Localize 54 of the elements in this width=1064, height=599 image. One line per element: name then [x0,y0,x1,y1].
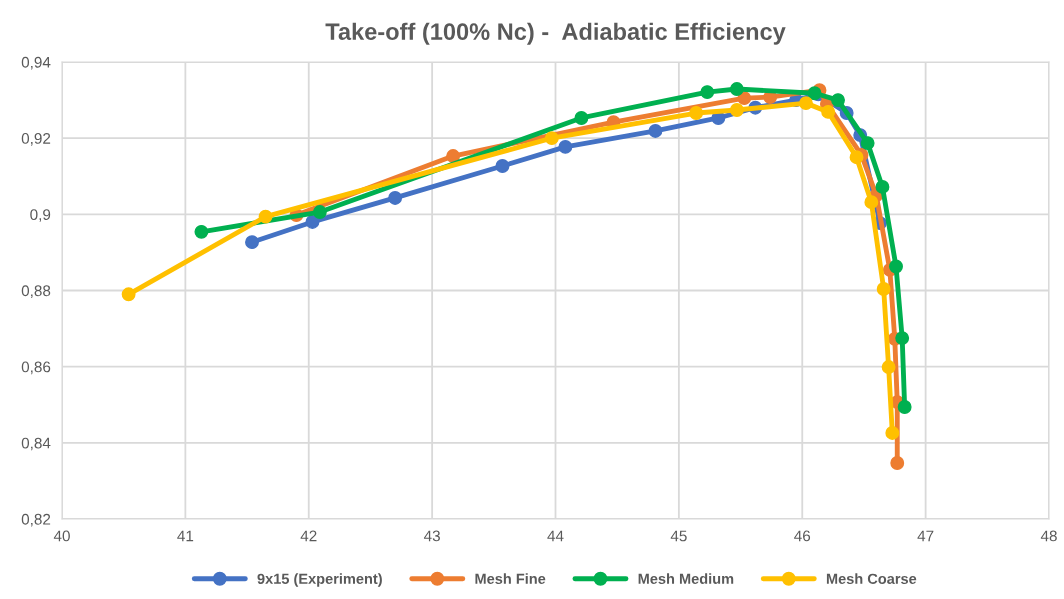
point [446,149,461,164]
legend-label: 9x15 (Experiment) [257,573,382,587]
point [558,139,573,154]
point [574,111,589,125]
x-tick-label: 43 [423,530,440,542]
point [194,224,209,239]
point [885,425,900,440]
point [729,82,744,96]
x-tick-label: 47 [917,530,934,542]
x-tick-label: 42 [300,530,317,542]
point [895,331,910,346]
point [881,360,896,374]
x-tick-label: 41 [177,530,194,542]
y-tick-label: 0,92 [21,133,51,146]
point [689,106,704,120]
point [737,91,752,106]
point [305,215,320,229]
point [889,259,903,274]
point [258,209,273,224]
point [121,287,136,302]
point [799,96,813,111]
x-tick-label: 45 [670,530,687,542]
point [312,205,327,219]
point [864,195,879,210]
y-tick-label: 0,88 [21,285,51,298]
chart-title: Take-off (100% Nc) - Adiabatic Efficiency [325,22,786,45]
point [897,400,912,414]
point [495,159,510,173]
x-tick-label: 48 [1040,530,1057,542]
point [245,235,259,250]
point [700,85,715,100]
point [875,179,890,194]
point [831,93,845,108]
x-tick-label: 44 [547,530,564,542]
point [876,282,891,296]
point [544,131,559,146]
point [860,136,875,151]
x-tick-label: 40 [53,530,70,542]
y-tick-label: 0,82 [21,513,51,527]
point [890,456,905,470]
point [849,150,864,165]
point [821,104,836,119]
y-tick-label: 0,94 [21,56,51,70]
y-tick-label: 0,84 [21,437,51,451]
point [388,191,403,205]
x-tick-label: 46 [794,530,811,542]
point [648,123,663,138]
legend-label: Mesh Fine [475,573,546,584]
legend-label: Mesh Coarse [826,573,917,584]
legend-label: Mesh Medium [638,573,734,584]
y-tick-label: 0,86 [21,361,51,375]
y-tick-label: 0,9 [30,209,51,222]
point [807,86,822,101]
point [729,103,744,117]
